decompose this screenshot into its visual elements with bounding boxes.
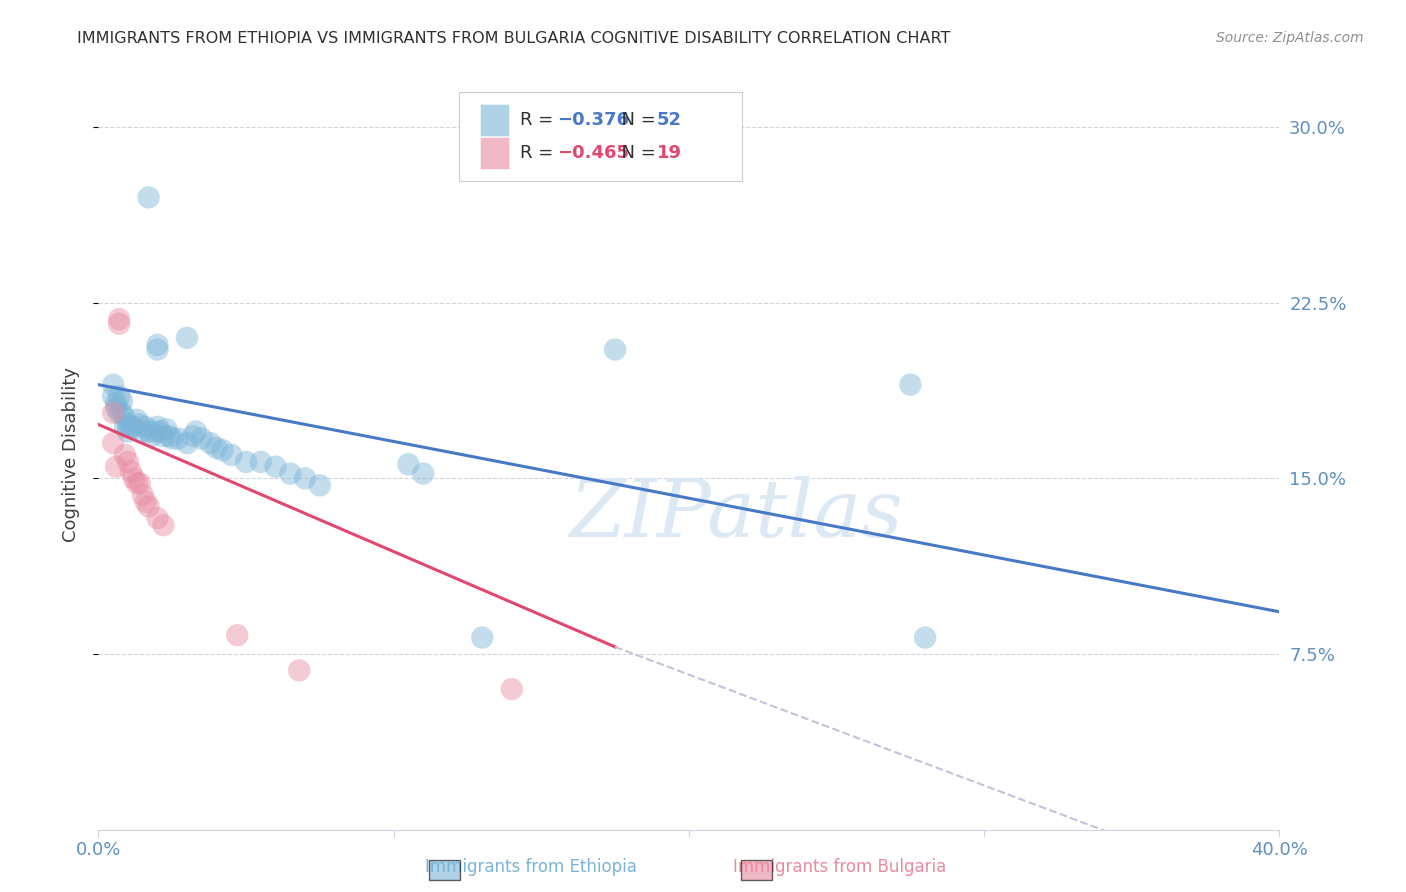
Text: N =: N = — [610, 144, 661, 162]
Point — [288, 664, 311, 678]
Point — [501, 682, 523, 697]
Point — [125, 413, 148, 427]
Point — [103, 436, 125, 450]
Point — [900, 377, 922, 392]
Point — [280, 467, 302, 481]
Text: R =: R = — [520, 144, 560, 162]
Point — [176, 331, 198, 345]
Point — [167, 432, 190, 446]
Point — [250, 455, 273, 469]
Text: N =: N = — [610, 111, 661, 129]
Point — [108, 389, 131, 403]
Point — [132, 488, 155, 502]
Point — [108, 317, 131, 331]
FancyBboxPatch shape — [458, 92, 742, 181]
Point — [152, 518, 174, 533]
Text: 52: 52 — [657, 111, 682, 129]
Point — [914, 631, 936, 645]
Point — [132, 425, 155, 439]
Point — [125, 476, 148, 491]
Point — [162, 432, 183, 446]
Point — [205, 441, 228, 455]
FancyBboxPatch shape — [479, 137, 509, 169]
Point — [398, 457, 420, 471]
Y-axis label: Cognitive Disability: Cognitive Disability — [62, 368, 80, 542]
Point — [152, 429, 174, 443]
Point — [412, 467, 434, 481]
Point — [294, 471, 316, 485]
Point — [105, 459, 128, 474]
Point — [135, 494, 157, 508]
Point — [108, 406, 131, 420]
FancyBboxPatch shape — [479, 104, 509, 136]
Point — [105, 396, 128, 410]
Point — [138, 425, 160, 439]
Text: R =: R = — [520, 111, 560, 129]
Point — [309, 478, 332, 492]
Point — [146, 511, 169, 525]
Text: −0.465: −0.465 — [557, 144, 628, 162]
Text: Immigrants from Ethiopia: Immigrants from Ethiopia — [404, 858, 637, 876]
Point — [128, 417, 150, 432]
Point — [221, 448, 243, 462]
Point — [226, 628, 249, 642]
Point — [184, 425, 207, 439]
Point — [471, 631, 494, 645]
Point — [191, 432, 214, 446]
Point — [108, 312, 131, 326]
Point — [155, 422, 177, 436]
Point — [138, 190, 160, 204]
Text: Source: ZipAtlas.com: Source: ZipAtlas.com — [1216, 31, 1364, 45]
Point — [181, 429, 204, 443]
Point — [149, 425, 172, 439]
Point — [103, 389, 125, 403]
Point — [141, 429, 163, 443]
Point — [211, 443, 233, 458]
Text: IMMIGRANTS FROM ETHIOPIA VS IMMIGRANTS FROM BULGARIA COGNITIVE DISABILITY CORREL: IMMIGRANTS FROM ETHIOPIA VS IMMIGRANTS F… — [77, 31, 950, 46]
Point — [103, 406, 125, 420]
Point — [120, 420, 142, 434]
Point — [122, 420, 145, 434]
Point — [114, 410, 136, 425]
Point — [111, 394, 134, 409]
Text: −0.376: −0.376 — [557, 111, 628, 129]
Point — [235, 455, 257, 469]
Point — [105, 401, 128, 416]
Text: Immigrants from Bulgaria: Immigrants from Bulgaria — [713, 858, 946, 876]
Point — [146, 343, 169, 357]
Point — [128, 476, 150, 491]
Point — [264, 459, 287, 474]
Point — [111, 406, 134, 420]
Text: ZIPatlas: ZIPatlas — [569, 476, 903, 554]
Point — [157, 429, 180, 443]
Point — [135, 420, 157, 434]
Point — [200, 436, 222, 450]
Point — [138, 500, 160, 514]
Text: 19: 19 — [657, 144, 682, 162]
Point — [103, 377, 125, 392]
Point — [117, 455, 139, 469]
Point — [605, 343, 627, 357]
Point — [176, 436, 198, 450]
Point — [120, 464, 142, 478]
Point — [143, 425, 166, 439]
Point — [114, 448, 136, 462]
Point — [146, 420, 169, 434]
Point — [122, 471, 145, 485]
Point — [117, 425, 139, 439]
Point — [117, 417, 139, 432]
Point — [146, 338, 169, 352]
Point — [114, 420, 136, 434]
